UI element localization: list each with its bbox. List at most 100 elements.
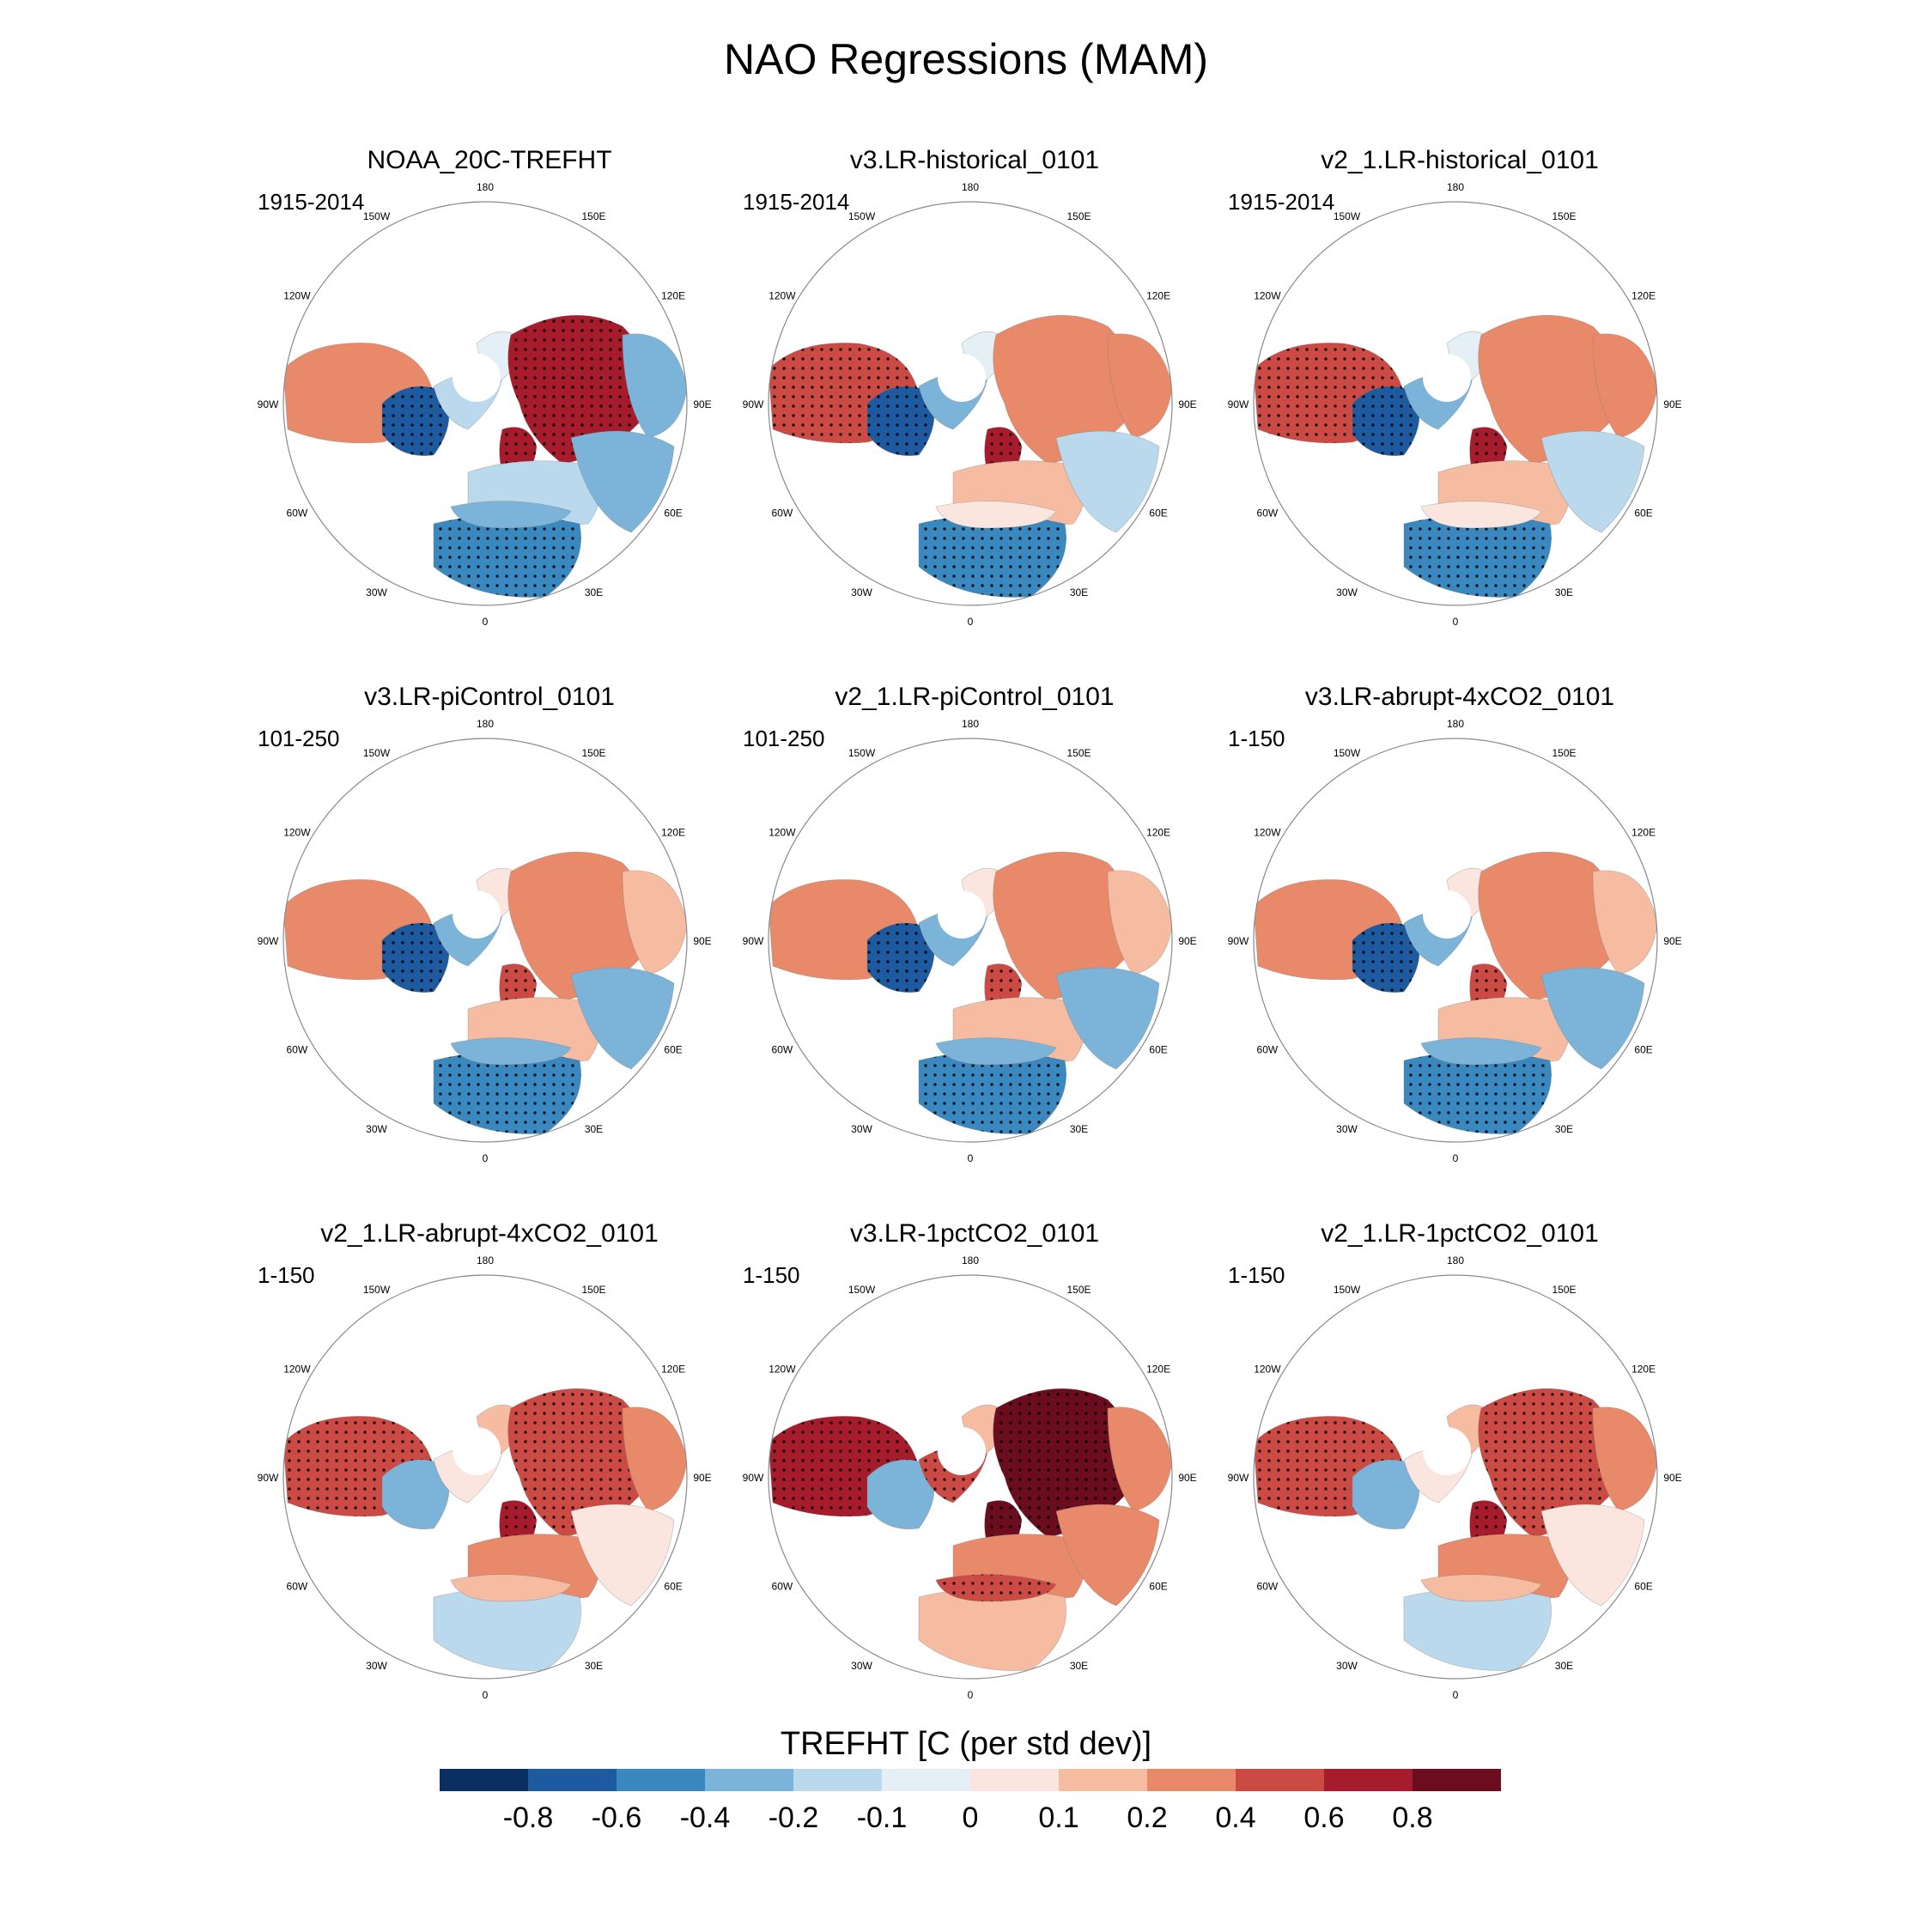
map-boundary bbox=[1253, 738, 1658, 1143]
field-region bbox=[622, 333, 687, 439]
longitude-label: 150W bbox=[848, 210, 876, 222]
longitude-label: 150W bbox=[1334, 747, 1361, 759]
map-panel: 180 150E 120E 90E 60E 30E 0 30W 60W 90W 120W 150W v3… bbox=[717, 1219, 1232, 1735]
panel-period: 1915-2014 bbox=[743, 189, 850, 215]
longitude-label: 120E bbox=[661, 1364, 685, 1376]
colorbar-swatch bbox=[1413, 1769, 1501, 1791]
map-boundary bbox=[768, 1274, 1173, 1680]
map-boundary bbox=[1253, 201, 1658, 606]
longitude-label: 60E bbox=[664, 1044, 682, 1056]
figure-title: NAO Regressions (MAM) bbox=[724, 35, 1208, 83]
panel-title: v2_1.LR-abrupt-4xCO2_0101 bbox=[320, 1219, 659, 1248]
longitude-label: 150W bbox=[1334, 210, 1361, 222]
field-region bbox=[1055, 1504, 1160, 1607]
field-region bbox=[1055, 430, 1160, 533]
polar-map: 180 150E 120E 90E 60E 30E 0 30W 60W 90W 120W 150W bbox=[743, 718, 1197, 1164]
longitude-label: 0 bbox=[483, 1152, 489, 1164]
longitude-label: 180 bbox=[1447, 181, 1464, 193]
longitude-label: 60E bbox=[1634, 507, 1652, 519]
field-region bbox=[570, 430, 675, 533]
significance-stippling bbox=[382, 923, 449, 993]
field-region bbox=[450, 1037, 572, 1066]
longitude-label: 120W bbox=[283, 827, 311, 839]
longitude-label: 90E bbox=[1178, 935, 1196, 947]
longitude-label: 30E bbox=[585, 1660, 603, 1672]
significance-stippling bbox=[1352, 923, 1419, 993]
longitude-label: 60E bbox=[1149, 1581, 1167, 1593]
polar-cap bbox=[453, 890, 501, 939]
field-region bbox=[1540, 1504, 1645, 1607]
significance-stippling bbox=[1404, 1052, 1552, 1134]
map-panel: 180 150E 120E 90E 60E 30E 0 30W 60W 90W 120W 150W v3… bbox=[717, 146, 1232, 661]
longitude-label: 90W bbox=[743, 1472, 764, 1484]
polar-cap bbox=[453, 1427, 501, 1475]
map-panel: 180 150E 120E 90E 60E 30E 0 30W 60W 90W 120W 150W v3… bbox=[1202, 683, 1717, 1198]
longitude-label: 0 bbox=[1453, 1152, 1459, 1164]
longitude-label: 120E bbox=[1146, 290, 1170, 302]
longitude-label: 0 bbox=[1453, 1689, 1459, 1701]
longitude-label: 120E bbox=[661, 827, 685, 839]
longitude-label: 150E bbox=[1552, 210, 1576, 222]
map-panel: 180 150E 120E 90E 60E 30E 0 30W 60W 90W 120W 150W v2… bbox=[1202, 146, 1717, 661]
longitude-label: 0 bbox=[1453, 616, 1459, 628]
panel-title: v3.LR-abrupt-4xCO2_0101 bbox=[1304, 683, 1615, 711]
colorbar-tick-label: 0.2 bbox=[1127, 1801, 1167, 1834]
panel-period: 101-250 bbox=[743, 726, 825, 751]
longitude-label: 90E bbox=[1178, 398, 1196, 410]
longitude-label: 30W bbox=[366, 1660, 387, 1672]
longitude-label: 150W bbox=[363, 1284, 391, 1296]
longitude-label: 120W bbox=[1254, 290, 1281, 302]
longitude-label: 180 bbox=[477, 718, 494, 730]
longitude-label: 0 bbox=[483, 616, 489, 628]
longitude-label: 60W bbox=[1257, 1044, 1279, 1056]
longitude-label: 180 bbox=[1447, 1255, 1464, 1267]
field-region bbox=[622, 870, 687, 975]
longitude-label: 60W bbox=[1257, 507, 1279, 519]
panel-period: 1-150 bbox=[258, 1262, 315, 1288]
significance-stippling bbox=[1404, 515, 1552, 598]
longitude-label: 60E bbox=[1149, 507, 1167, 519]
longitude-label: 150W bbox=[363, 210, 391, 222]
field-region bbox=[1352, 1459, 1420, 1529]
longitude-label: 90E bbox=[693, 1472, 711, 1484]
colorbar-tick-label: 0.6 bbox=[1303, 1801, 1344, 1834]
panel-title: NOAA_20C-TREFHT bbox=[367, 146, 612, 174]
longitude-label: 90E bbox=[1178, 1472, 1196, 1484]
significance-stippling bbox=[936, 1574, 1056, 1601]
longitude-label: 60E bbox=[1634, 1581, 1652, 1593]
polar-cap bbox=[1423, 890, 1471, 939]
longitude-label: 150E bbox=[581, 747, 605, 759]
polar-cap bbox=[938, 354, 986, 402]
colorbar-swatch bbox=[440, 1769, 528, 1791]
colorbar-swatch bbox=[970, 1769, 1059, 1791]
longitude-label: 150W bbox=[848, 747, 876, 759]
colorbar-tick-label: -0.6 bbox=[592, 1801, 642, 1834]
map-boundary bbox=[283, 1274, 688, 1680]
map-panel: 180 150E 120E 90E 60E 30E 0 30W 60W 90W 120W 150W v2… bbox=[1202, 1219, 1717, 1735]
longitude-label: 30E bbox=[585, 1123, 603, 1135]
longitude-label: 60E bbox=[1634, 1044, 1652, 1056]
significance-stippling bbox=[867, 386, 934, 456]
longitude-label: 120E bbox=[661, 290, 685, 302]
longitude-label: 150E bbox=[1066, 210, 1091, 222]
significance-stippling bbox=[382, 386, 449, 456]
longitude-label: 180 bbox=[962, 718, 979, 730]
map-panel: 180 150E 120E 90E 60E 30E 0 30W 60W 90W 120W 150W v2… bbox=[717, 683, 1232, 1198]
field-region bbox=[935, 501, 1057, 529]
longitude-label: 60E bbox=[1149, 1044, 1167, 1056]
panel-period: 1-150 bbox=[1228, 726, 1285, 751]
longitude-label: 120W bbox=[769, 290, 796, 302]
map-boundary bbox=[283, 201, 688, 606]
polar-cap bbox=[1423, 354, 1471, 402]
panel-title: v2_1.LR-1pctCO2_0101 bbox=[1321, 1219, 1599, 1248]
longitude-label: 60W bbox=[287, 507, 308, 519]
panel-title: v3.LR-piControl_0101 bbox=[364, 683, 615, 711]
longitude-label: 60W bbox=[772, 507, 793, 519]
longitude-label: 120E bbox=[1146, 827, 1170, 839]
longitude-label: 60W bbox=[1257, 1581, 1279, 1593]
longitude-label: 120E bbox=[1146, 1364, 1170, 1376]
field-region bbox=[1107, 1406, 1172, 1512]
polar-map: 180 150E 120E 90E 60E 30E 0 30W 60W 90W 120W 150W bbox=[1228, 1255, 1682, 1701]
longitude-label: 180 bbox=[477, 181, 494, 193]
longitude-label: 30W bbox=[851, 1123, 872, 1135]
